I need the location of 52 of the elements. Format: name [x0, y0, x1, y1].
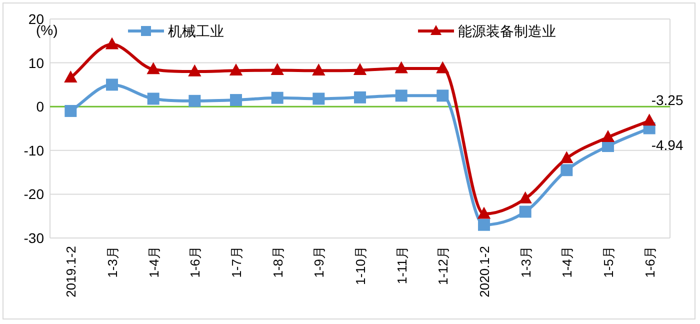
legend-label: 能源装备制造业 — [458, 23, 556, 39]
point — [354, 91, 366, 104]
point — [147, 92, 160, 105]
x-tick-label: 1-3月 — [105, 246, 120, 278]
y-tick-label: -30 — [24, 230, 44, 246]
x-tick-label: 1-7月 — [229, 246, 244, 278]
x-tick-label: 1-3月 — [518, 246, 534, 278]
x-tick-label: 2020.1-2 — [477, 246, 492, 298]
x-tick-label: 1-8月 — [270, 246, 286, 278]
legend-label: 机械工业 — [168, 23, 224, 39]
x-tick-label: 1-4月 — [146, 246, 162, 278]
x-tick-label: 2019.1-2 — [64, 246, 79, 298]
point — [188, 64, 202, 76]
point — [560, 151, 574, 164]
point — [519, 206, 532, 218]
point — [312, 63, 326, 76]
x-tick-label: 1-4月 — [560, 246, 575, 278]
value-label: -4.94 — [651, 137, 684, 154]
point — [478, 218, 490, 231]
point — [394, 61, 408, 74]
point — [270, 63, 284, 76]
point — [601, 130, 615, 142]
point — [395, 90, 408, 102]
point — [642, 114, 656, 126]
y-tick-label: 10 — [28, 54, 44, 71]
value-label: -3.25 — [651, 92, 684, 108]
point — [229, 63, 243, 76]
point — [477, 206, 491, 219]
point — [64, 104, 77, 117]
point — [436, 90, 449, 102]
point — [436, 61, 450, 74]
point — [560, 164, 573, 176]
point — [271, 92, 284, 104]
point — [105, 37, 119, 50]
point — [353, 63, 367, 76]
x-tick-label: 1-11月 — [394, 246, 410, 284]
x-tick-label: 1-12月 — [436, 246, 451, 286]
point — [312, 92, 325, 105]
y-tick-label: 0 — [36, 98, 44, 115]
x-tick-label: 1-9月 — [312, 246, 327, 278]
point — [188, 94, 201, 107]
point — [146, 62, 160, 74]
y-tick-label: -20 — [24, 186, 44, 202]
point — [106, 78, 118, 91]
point — [230, 94, 242, 106]
x-tick-label: 1-6月 — [188, 246, 203, 278]
point — [518, 191, 532, 204]
point — [64, 70, 78, 82]
x-tick-label: 1-6月 — [642, 246, 658, 278]
y-tick-label: -10 — [24, 142, 44, 158]
x-tick-label: 1-10月 — [353, 246, 368, 286]
x-tick-label: 1-5月 — [601, 246, 616, 278]
